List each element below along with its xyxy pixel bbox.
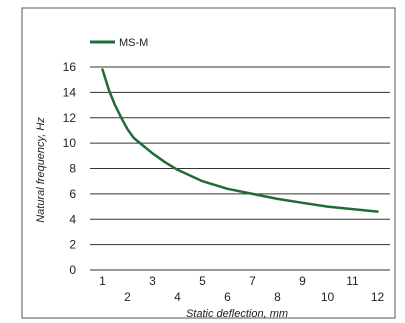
x-axis-title: Static deflection, mm (186, 308, 288, 320)
x-tick-label: 11 (346, 274, 359, 288)
y-tick-label: 16 (63, 60, 77, 74)
series-lines (101, 68, 379, 213)
y-tick-label: 6 (69, 187, 76, 201)
x-tick-label: 12 (371, 290, 385, 304)
y-tick-label: 4 (69, 212, 76, 226)
y-tick-label: 12 (63, 111, 77, 125)
y-axis-ticks: 0 2 4 6 8 10 12 14 16 (63, 60, 77, 277)
x-tick-label: 3 (149, 274, 156, 288)
x-axis-ticks: 1 3 5 7 9 11 2 4 6 8 10 12 (99, 274, 384, 304)
x-tick-label: 7 (249, 274, 256, 288)
y-tick-label: 14 (63, 85, 77, 99)
legend: MS-M (90, 37, 148, 49)
legend-label-ms-m: MS-M (119, 37, 148, 49)
y-tick-label: 10 (63, 136, 77, 150)
x-tick-label: 4 (174, 290, 181, 304)
x-tick-label: 2 (124, 290, 131, 304)
x-tick-label: 1 (99, 274, 106, 288)
chart-frame (21, 7, 396, 319)
y-tick-label: 0 (69, 263, 76, 277)
y-tick-label: 2 (69, 238, 76, 252)
x-tick-label: 9 (299, 274, 306, 288)
y-tick-label: 8 (69, 162, 76, 176)
x-tick-label: 5 (199, 274, 206, 288)
x-tick-label: 10 (321, 290, 335, 304)
x-tick-label: 8 (274, 290, 281, 304)
series-line-ms-m (101, 68, 379, 213)
y-axis-title: Natural frequency, Hz (35, 117, 47, 223)
x-tick-label: 6 (224, 290, 231, 304)
gridlines (90, 66, 390, 271)
